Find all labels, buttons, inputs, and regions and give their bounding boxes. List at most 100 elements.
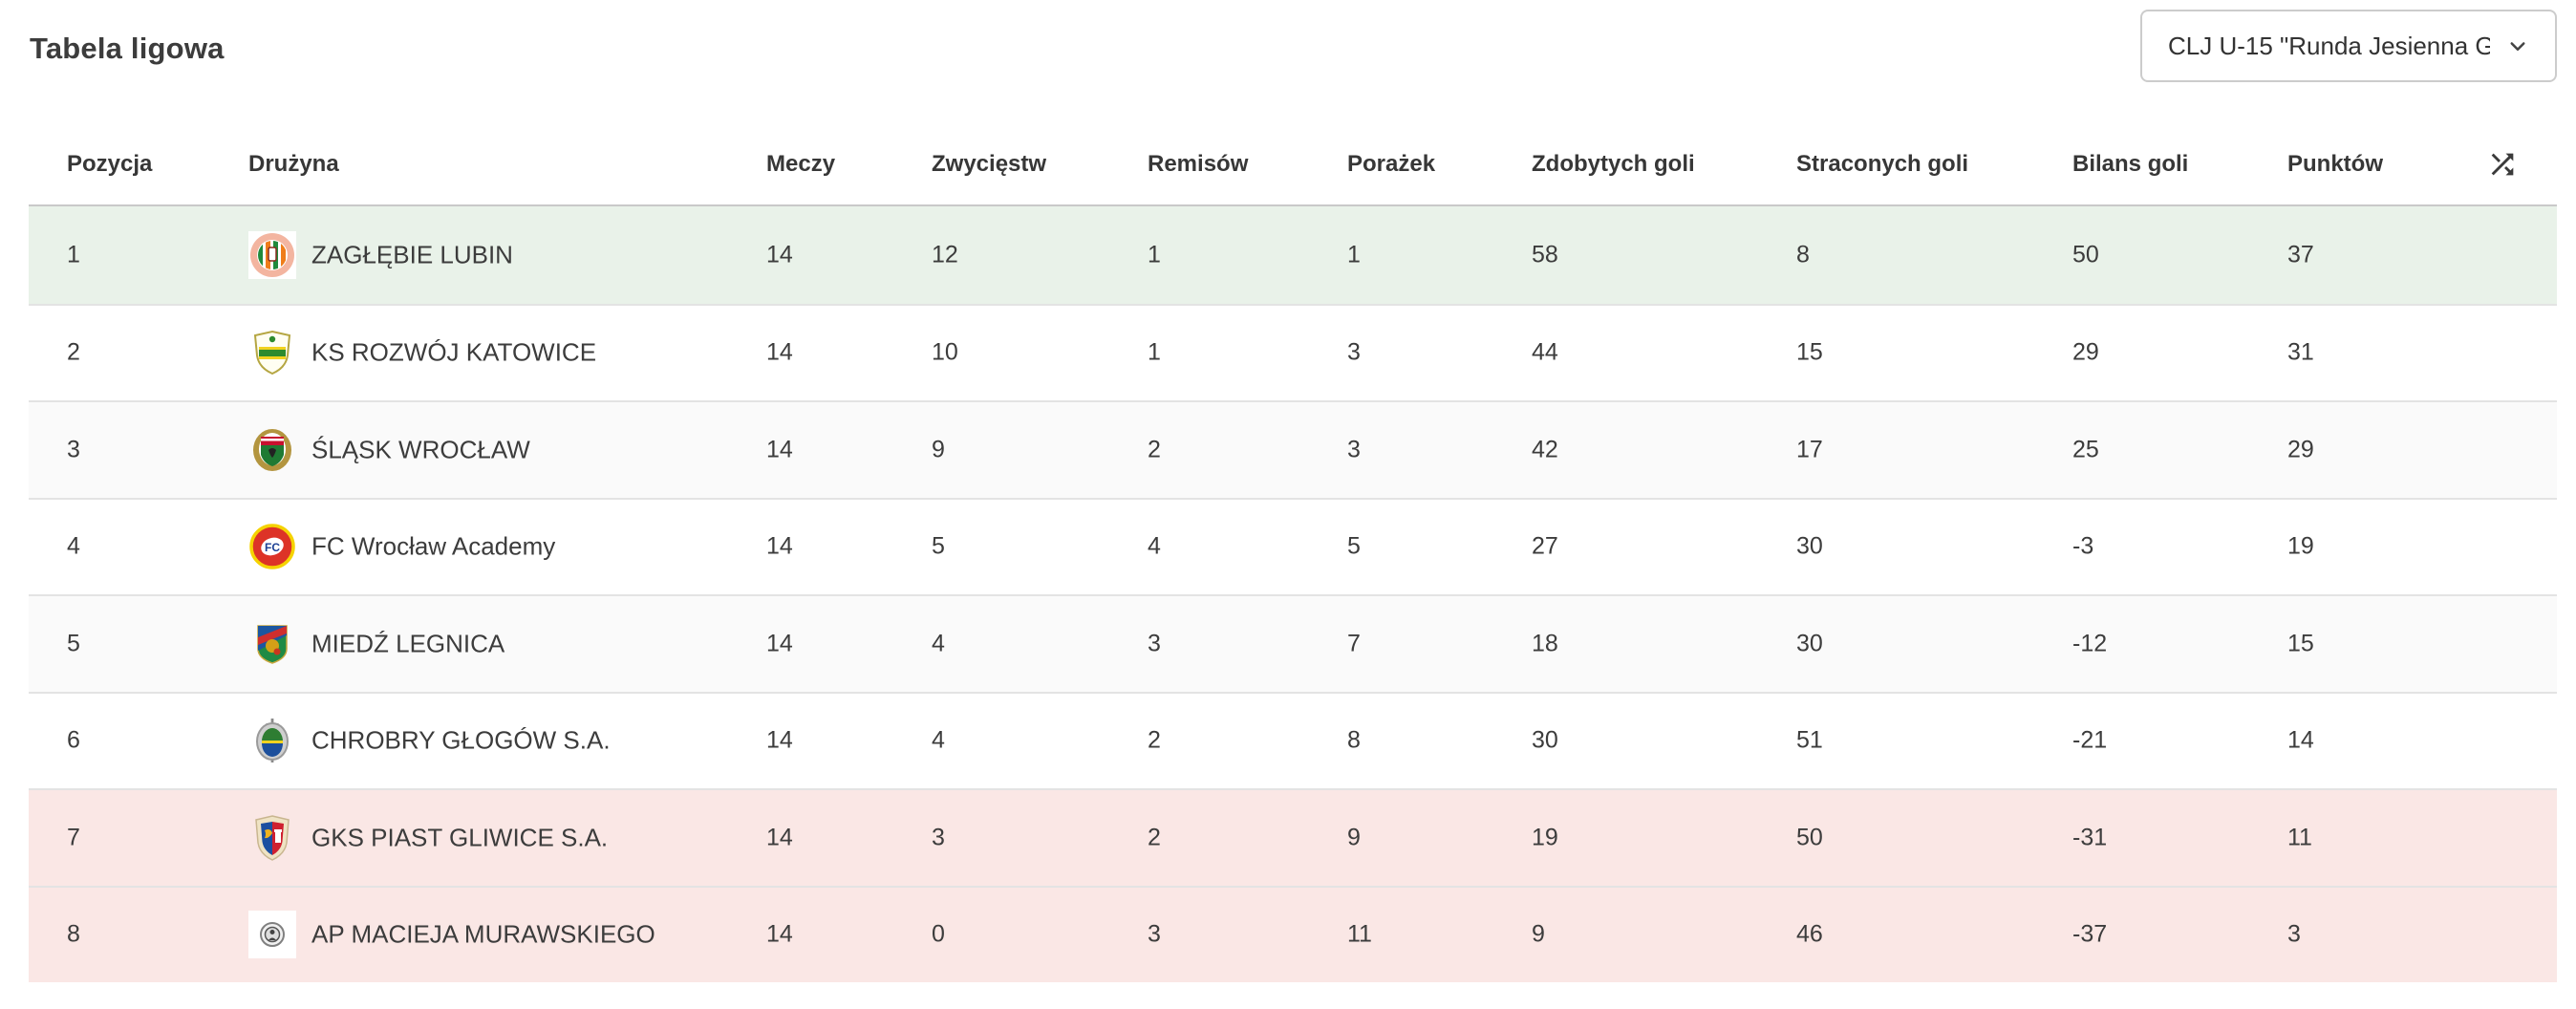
column-header-position: Pozycja xyxy=(67,151,153,177)
matches-value: 14 xyxy=(766,532,793,560)
draws-value: 2 xyxy=(1148,436,1161,463)
ap-murawskiego-crest-icon xyxy=(248,911,296,959)
goal-balance-value: -12 xyxy=(2072,630,2108,657)
wins-value: 4 xyxy=(932,630,945,657)
team-name: CHROBRY GŁOGÓW S.A. xyxy=(311,725,611,755)
losses-value: 11 xyxy=(1347,920,1372,948)
goals-for-value: 27 xyxy=(1532,532,1558,560)
goals-against-value: 51 xyxy=(1796,726,1823,754)
matches-value: 14 xyxy=(766,338,793,366)
goal-balance-value: 29 xyxy=(2072,338,2099,366)
wins-value: 5 xyxy=(932,532,945,560)
position-value: 5 xyxy=(67,630,80,657)
goals-for-value: 58 xyxy=(1532,241,1558,268)
team-name: KS ROZWÓJ KATOWICE xyxy=(311,337,597,367)
svg-text:FC: FC xyxy=(265,541,280,554)
goals-against-value: 17 xyxy=(1796,436,1823,463)
goals-for-value: 30 xyxy=(1532,726,1558,754)
draws-value: 1 xyxy=(1148,241,1161,268)
column-header-matches: Meczy xyxy=(766,151,836,177)
matches-value: 14 xyxy=(766,824,793,851)
table-row[interactable]: 1 ZAGŁĘBIE LUBIN 14 12 1 1 58 8 50 37 xyxy=(29,206,2557,304)
position-value: 1 xyxy=(67,241,80,268)
points-value: 3 xyxy=(2287,920,2301,948)
table-row[interactable]: 7 GKS PIAST GLIWICE S.A. 14 3 2 9 19 50 … xyxy=(29,788,2557,886)
draws-value: 3 xyxy=(1148,920,1161,948)
points-value: 31 xyxy=(2287,338,2314,366)
goals-against-value: 50 xyxy=(1796,824,1823,851)
wins-value: 4 xyxy=(932,726,945,754)
table-row[interactable]: 3 ŚLĄSK WROCŁAW 14 9 2 3 42 17 25 29 xyxy=(29,400,2557,498)
goal-balance-value: 50 xyxy=(2072,241,2099,268)
season-select-value: CLJ U-15 "Runda Jesienna G… xyxy=(2168,31,2490,60)
goals-against-value: 15 xyxy=(1796,338,1823,366)
column-header-losses: Porażek xyxy=(1347,151,1436,177)
fc-wroclaw-academy-crest-icon: FC xyxy=(248,523,296,570)
team-name: ŚLĄSK WROCŁAW xyxy=(311,435,530,464)
points-value: 11 xyxy=(2287,824,2312,851)
column-header-goals-for: Zdobytych goli xyxy=(1532,151,1695,177)
shuffle-icon[interactable] xyxy=(2486,148,2519,182)
goals-against-value: 30 xyxy=(1796,630,1823,657)
wins-value: 10 xyxy=(932,338,958,366)
draws-value: 1 xyxy=(1148,338,1161,366)
table-row[interactable]: 5 MIEDŹ LEGNICA 14 4 3 7 18 30 -12 15 xyxy=(29,594,2557,692)
losses-value: 8 xyxy=(1347,726,1361,754)
goal-balance-value: 25 xyxy=(2072,436,2099,463)
rozwoj-katowice-crest-icon xyxy=(248,329,296,376)
goals-against-value: 30 xyxy=(1796,532,1823,560)
draws-value: 2 xyxy=(1148,824,1161,851)
goal-balance-value: -3 xyxy=(2072,532,2094,560)
miedz-legnica-crest-icon xyxy=(248,620,296,668)
chrobry-glogow-crest-icon xyxy=(248,717,296,764)
column-header-wins: Zwycięstw xyxy=(932,151,1047,177)
position-value: 6 xyxy=(67,726,80,754)
points-value: 29 xyxy=(2287,436,2314,463)
losses-value: 3 xyxy=(1347,338,1361,366)
table-row[interactable]: 2 KS ROZWÓJ KATOWICE 14 10 1 3 44 15 29 … xyxy=(29,303,2557,400)
position-value: 7 xyxy=(67,824,80,851)
goals-for-value: 9 xyxy=(1532,920,1545,948)
table-body: 1 ZAGŁĘBIE LUBIN 14 12 1 1 58 8 50 37 2 … xyxy=(29,206,2557,982)
goals-against-value: 46 xyxy=(1796,920,1823,948)
points-value: 14 xyxy=(2287,726,2314,754)
points-value: 37 xyxy=(2287,241,2314,268)
wins-value: 3 xyxy=(932,824,945,851)
goal-balance-value: -31 xyxy=(2072,824,2108,851)
position-value: 8 xyxy=(67,920,80,948)
zaglebie-lubin-crest-icon xyxy=(248,230,296,279)
goals-for-value: 19 xyxy=(1532,824,1558,851)
chevron-down-icon xyxy=(2503,32,2532,60)
table-row[interactable]: 8 AP MACIEJA MURAWSKIEGO 14 0 3 11 9 46 … xyxy=(29,885,2557,982)
team-name: ZAGŁĘBIE LUBIN xyxy=(311,240,513,269)
slask-wroclaw-crest-icon xyxy=(248,426,296,474)
table-row[interactable]: 4 FC FC Wrocław Academy 14 5 4 5 27 30 -… xyxy=(29,497,2557,594)
losses-value: 5 xyxy=(1347,532,1361,560)
losses-value: 1 xyxy=(1347,241,1361,268)
goals-for-value: 44 xyxy=(1532,338,1558,366)
matches-value: 14 xyxy=(766,630,793,657)
page-title: Tabela ligowa xyxy=(30,32,225,65)
points-value: 19 xyxy=(2287,532,2314,560)
goal-balance-value: -21 xyxy=(2072,726,2108,754)
losses-value: 9 xyxy=(1347,824,1361,851)
league-table: Pozycja Drużyna Meczy Zwycięstw Remisów … xyxy=(29,124,2557,982)
draws-value: 3 xyxy=(1148,630,1161,657)
table-header-row: Pozycja Drużyna Meczy Zwycięstw Remisów … xyxy=(29,124,2557,206)
team-name: AP MACIEJA MURAWSKIEGO xyxy=(311,919,655,949)
losses-value: 3 xyxy=(1347,436,1361,463)
goals-against-value: 8 xyxy=(1796,241,1810,268)
column-header-points: Punktów xyxy=(2287,151,2383,177)
wins-value: 9 xyxy=(932,436,945,463)
team-name: FC Wrocław Academy xyxy=(311,531,556,561)
matches-value: 14 xyxy=(766,436,793,463)
matches-value: 14 xyxy=(766,726,793,754)
goals-for-value: 18 xyxy=(1532,630,1558,657)
table-row[interactable]: 6 CHROBRY GŁOGÓW S.A. 14 4 2 8 30 51 -21… xyxy=(29,691,2557,788)
column-header-goal-balance: Bilans goli xyxy=(2072,151,2189,177)
position-value: 4 xyxy=(67,532,80,560)
column-header-goals-against: Straconych goli xyxy=(1796,151,1969,177)
team-name: GKS PIAST GLIWICE S.A. xyxy=(311,823,609,852)
wins-value: 0 xyxy=(932,920,945,948)
season-select-dropdown[interactable]: CLJ U-15 "Runda Jesienna G… xyxy=(2140,10,2557,82)
